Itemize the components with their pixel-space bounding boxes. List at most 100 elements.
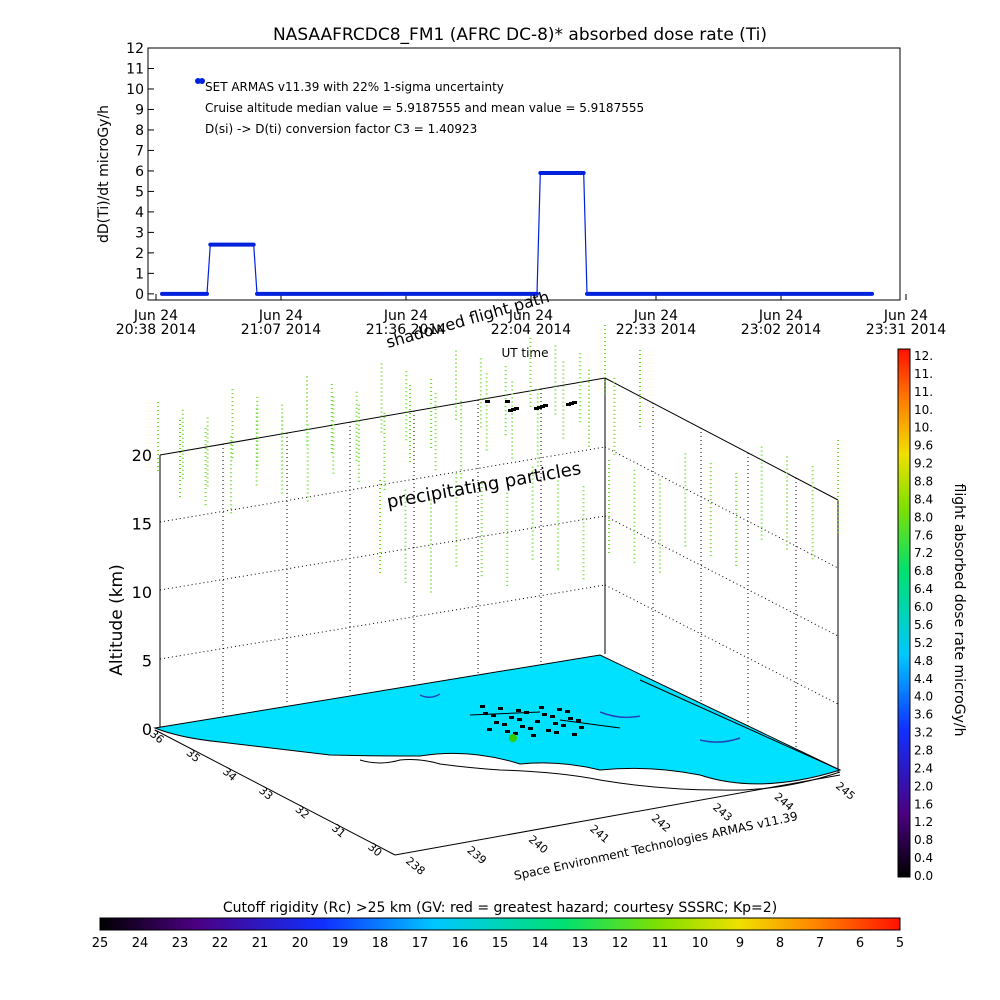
dose-tick-label: 10. bbox=[914, 403, 933, 417]
z-tick-label: 15 bbox=[132, 515, 152, 534]
dose-tick-label: 3.6 bbox=[914, 708, 933, 722]
rigidity-tick-label: 20 bbox=[292, 936, 309, 951]
top-y-tick-label: 11 bbox=[126, 61, 144, 77]
lat-tick-label: 31 bbox=[329, 822, 348, 841]
flight-point bbox=[513, 732, 518, 735]
rigidity-tick-label: 19 bbox=[332, 936, 349, 951]
top-y-tick-label: 6 bbox=[135, 164, 144, 180]
dose-tick-label: 7.2 bbox=[914, 546, 933, 560]
rigidity-tick-label: 14 bbox=[532, 936, 549, 951]
dose-tick-label: 1.2 bbox=[914, 815, 933, 829]
flight-point bbox=[554, 731, 559, 734]
flight-point bbox=[502, 723, 507, 726]
flight-point-hot bbox=[509, 734, 517, 742]
flight-point bbox=[517, 718, 522, 721]
dose-tick-label: 1.6 bbox=[914, 797, 933, 811]
flight-point bbox=[572, 401, 577, 404]
flight-point bbox=[572, 733, 577, 736]
lat-tick-label: 30 bbox=[365, 840, 384, 859]
top-y-tick-label: 2 bbox=[135, 246, 144, 262]
top-x-tick-time: 20:38 2014 bbox=[116, 322, 197, 338]
rigidity-tick-label: 13 bbox=[572, 936, 589, 951]
lon-tick-label: 241 bbox=[587, 822, 611, 845]
rigidity-tick-label: 11 bbox=[652, 936, 669, 951]
dose-tick-label: 0.4 bbox=[914, 851, 933, 865]
top-annotations: SET ARMAS v11.39 with 22% 1-sigma uncert… bbox=[195, 78, 644, 136]
dose-tick-label: 9.2 bbox=[914, 457, 933, 471]
lon-tick-label: 242 bbox=[649, 811, 673, 834]
top-y-tick-label: 3 bbox=[135, 225, 144, 241]
rigidity-tick-label: 8 bbox=[776, 936, 784, 951]
flight-point bbox=[520, 725, 525, 728]
rigidity-tick-label: 9 bbox=[736, 936, 744, 951]
rigidity-tick-label: 5 bbox=[896, 936, 904, 951]
legend-marker bbox=[199, 78, 205, 84]
flight-point bbox=[546, 729, 551, 732]
rigidity-tick-label: 23 bbox=[172, 936, 189, 951]
z-ticks: 20 15 10 5 0 bbox=[132, 446, 152, 739]
z-axis-label: Altitude (km) bbox=[107, 564, 127, 676]
lat-tick-label: 35 bbox=[184, 746, 203, 765]
rigidity-tick-label: 7 bbox=[816, 936, 824, 951]
dose-tick-label: 8.4 bbox=[914, 492, 933, 506]
dose-tick-label: 7.6 bbox=[914, 528, 933, 542]
flight-point bbox=[480, 705, 485, 708]
flight-path-points bbox=[480, 400, 584, 742]
flight-point bbox=[485, 400, 490, 403]
top-y-tick-label: 7 bbox=[135, 143, 144, 159]
flight-point bbox=[524, 711, 529, 714]
top-y-tick-label: 5 bbox=[135, 184, 144, 200]
dose-tick-label: 4.8 bbox=[914, 654, 933, 668]
dose-tick-label: 10. bbox=[914, 421, 933, 435]
rigidity-tick-label: 6 bbox=[856, 936, 864, 951]
ocean-surface bbox=[153, 654, 842, 785]
flight-point bbox=[553, 722, 558, 725]
particles-label: precipitating particles bbox=[385, 458, 582, 513]
flight-point bbox=[511, 408, 516, 411]
dose-colorbar-ticks: 12. 11. 11. 10. 10. 9.6 9.2 8.8 8.4 8.0 7.6 7.2 6.8 6… bbox=[914, 349, 933, 883]
flight-point bbox=[569, 402, 574, 405]
rigidity-tick-label: 21 bbox=[252, 936, 269, 951]
dose-tick-label: 2.8 bbox=[914, 743, 933, 757]
lon-tick-label: 239 bbox=[465, 844, 489, 867]
dose-tick-label: 0.0 bbox=[914, 869, 933, 883]
flight-point bbox=[516, 709, 521, 712]
flight-point bbox=[505, 400, 510, 403]
lon-tick-label: 240 bbox=[526, 833, 550, 856]
lat-tick-label: 32 bbox=[293, 803, 312, 822]
top-chart-title: NASAAFRCDC8_FM1 (AFRC DC-8)* absorbed do… bbox=[273, 25, 767, 45]
lon-ticks: 238 239 240 241 242 243 244 245 bbox=[403, 779, 857, 877]
dose-tick-label: 5.6 bbox=[914, 618, 933, 632]
flight-point bbox=[543, 404, 548, 407]
dose-tick-label: 8.8 bbox=[914, 475, 933, 489]
flight-point bbox=[561, 724, 566, 727]
dose-colorbar bbox=[897, 348, 911, 878]
top-y-tick-label: 1 bbox=[135, 266, 144, 282]
top-x-tick-date: Jun 24 bbox=[508, 308, 553, 324]
top-x-tick-date: Jun 24 bbox=[758, 308, 803, 324]
dose-tick-label: 12. bbox=[914, 349, 933, 363]
flight-point bbox=[491, 714, 496, 717]
annotation-line-1: SET ARMAS v11.39 with 22% 1-sigma uncert… bbox=[205, 80, 504, 94]
flight-point bbox=[487, 728, 492, 731]
top-x-tick-date: Jun 24 bbox=[133, 308, 178, 324]
flight-point bbox=[531, 734, 536, 737]
rigidity-tick-label: 22 bbox=[212, 936, 229, 951]
top-x-tick-time: 23:02 2014 bbox=[741, 322, 822, 338]
annotation-line-2: Cruise altitude median value = 5.9187555… bbox=[205, 101, 644, 115]
dose-tick-label: 11. bbox=[914, 385, 933, 399]
lat-tick-label: 33 bbox=[256, 784, 275, 803]
top-x-tick-date: Jun 24 bbox=[633, 308, 678, 324]
rigidity-colorbar bbox=[99, 917, 901, 931]
rigidity-colorbar-label: Cutoff rigidity (Rc) >25 km (GV: red = g… bbox=[223, 900, 777, 916]
flight-point bbox=[566, 403, 571, 406]
flight-point bbox=[557, 708, 562, 711]
dose-tick-label: 9.6 bbox=[914, 439, 933, 453]
top-y-tick-label: 10 bbox=[126, 82, 144, 98]
dose-rate-series bbox=[160, 170, 874, 296]
flight-point bbox=[535, 720, 540, 723]
z-tick-label: 5 bbox=[142, 652, 152, 671]
